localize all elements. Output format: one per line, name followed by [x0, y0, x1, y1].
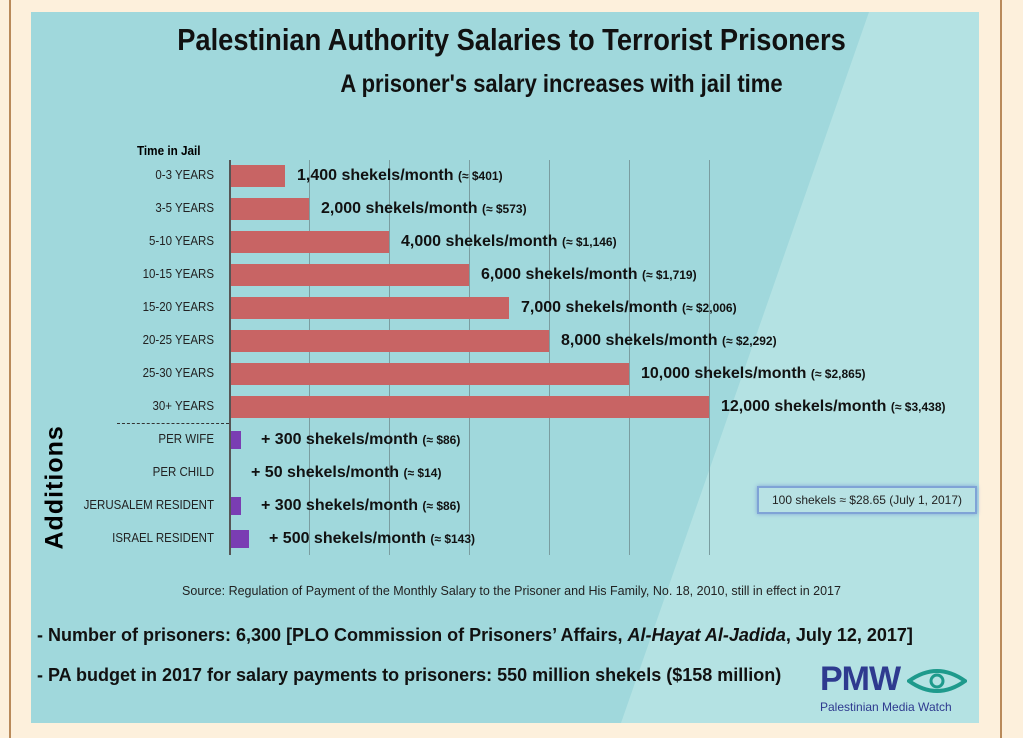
- bar: [229, 396, 709, 418]
- data-label: + 500 shekels/month (≈ $143): [269, 530, 475, 548]
- usd-value: (≈ $573): [481, 202, 527, 216]
- bar: [229, 297, 509, 319]
- bar: [229, 431, 241, 449]
- category-label: 5-10 YEARS: [148, 234, 214, 248]
- page-border-left: [9, 0, 11, 738]
- data-label: 8,000 shekels/month (≈ $2,292): [561, 332, 777, 350]
- shekel-value: + 50 shekels/month: [251, 464, 400, 481]
- data-label: + 300 shekels/month (≈ $86): [261, 431, 460, 449]
- usd-value: (≈ $2,292): [721, 334, 777, 348]
- category-label: 15-20 YEARS: [142, 300, 214, 314]
- gridline: [549, 160, 550, 555]
- data-label: 7,000 shekels/month (≈ $2,006): [521, 299, 737, 317]
- bar: [229, 231, 389, 253]
- bar: [229, 497, 241, 515]
- category-label: 25-30 YEARS: [142, 366, 214, 380]
- bar: [229, 530, 249, 548]
- bar: [229, 165, 285, 187]
- chart-title: Palestinian Authority Salaries to Terror…: [177, 22, 846, 57]
- data-label: 2,000 shekels/month (≈ $573): [321, 200, 527, 218]
- pmw-logo: PMW Palestinian Media Watch: [820, 660, 968, 714]
- infographic-panel: [31, 12, 979, 723]
- gridline: [309, 160, 310, 555]
- shekel-value: 8,000 shekels/month: [561, 332, 718, 349]
- note-date: , July 12, 2017]: [785, 625, 913, 645]
- shekel-value: 1,400 shekels/month: [297, 167, 454, 184]
- shekel-value: + 300 shekels/month: [261, 431, 418, 448]
- note-publication: Al-Hayat Al-Jadida: [627, 625, 786, 645]
- category-label: 0-3 YEARS: [155, 168, 214, 182]
- bar: [229, 363, 629, 385]
- usd-value: (≈ $1,146): [561, 235, 617, 249]
- usd-value: (≈ $86): [422, 499, 461, 513]
- bar: [229, 198, 309, 220]
- category-label: 3-5 YEARS: [155, 201, 214, 215]
- page-border-right: [1000, 0, 1002, 738]
- data-label: 6,000 shekels/month (≈ $1,719): [481, 266, 697, 284]
- chart-subtitle: A prisoner's salary increases with jail …: [340, 70, 783, 98]
- usd-value: (≈ $1,719): [641, 268, 697, 282]
- category-label: 30+ YEARS: [152, 399, 214, 413]
- usd-value: (≈ $86): [422, 433, 461, 447]
- category-label: PER WIFE: [158, 432, 214, 446]
- gridline: [709, 160, 710, 555]
- category-label: JERUSALEM RESIDENT: [83, 498, 215, 512]
- category-label: 20-25 YEARS: [142, 333, 214, 347]
- data-label: 1,400 shekels/month (≈ $401): [297, 167, 503, 185]
- source-note: Source: Regulation of Payment of the Mon…: [182, 584, 841, 598]
- budget-note: - PA budget in 2017 for salary payments …: [37, 665, 782, 685]
- logo-abbr: PMW: [820, 660, 901, 698]
- data-label: 10,000 shekels/month (≈ $2,865): [641, 365, 866, 383]
- shekel-value: 10,000 shekels/month: [641, 365, 807, 382]
- eye-icon: [905, 669, 968, 693]
- usd-value: (≈ $14): [403, 466, 442, 480]
- prisoner-count-note: - Number of prisoners: 6,300 [PLO Commis…: [37, 625, 913, 646]
- y-axis-line: [229, 160, 231, 555]
- note-text: - Number of prisoners: 6,300 [PLO Commis…: [37, 625, 628, 645]
- conversion-note: 100 shekels ≈ $28.65 (July 1, 2017): [757, 486, 977, 514]
- usd-value: (≈ $3,438): [890, 400, 946, 414]
- data-label: 12,000 shekels/month (≈ $3,438): [721, 398, 946, 416]
- gridline: [389, 160, 390, 555]
- category-label: PER CHILD: [152, 465, 214, 479]
- data-label: 4,000 shekels/month (≈ $1,146): [401, 233, 617, 251]
- data-label: + 50 shekels/month (≈ $14): [251, 464, 441, 482]
- category-label: ISRAEL RESIDENT: [112, 531, 214, 545]
- shekel-value: 6,000 shekels/month: [481, 266, 638, 283]
- logo-name: Palestinian Media Watch: [820, 700, 952, 714]
- additions-divider: [117, 423, 229, 424]
- data-label: + 300 shekels/month (≈ $86): [261, 497, 460, 515]
- shekel-value: + 500 shekels/month: [269, 530, 426, 547]
- shekel-value: + 300 shekels/month: [261, 497, 418, 514]
- shekel-value: 2,000 shekels/month: [321, 200, 478, 217]
- usd-value: (≈ $2,006): [681, 301, 737, 315]
- usd-value: (≈ $401): [457, 169, 503, 183]
- gridline: [629, 160, 630, 555]
- usd-value: (≈ $2,865): [810, 367, 866, 381]
- bar: [229, 264, 469, 286]
- shekel-value: 12,000 shekels/month: [721, 398, 887, 415]
- usd-value: (≈ $143): [430, 532, 476, 546]
- gridline: [469, 160, 470, 555]
- shekel-value: 4,000 shekels/month: [401, 233, 558, 250]
- shekel-value: 7,000 shekels/month: [521, 299, 678, 316]
- category-label: 10-15 YEARS: [142, 267, 214, 281]
- bar: [229, 330, 549, 352]
- y-axis-label: Time in Jail: [137, 143, 201, 158]
